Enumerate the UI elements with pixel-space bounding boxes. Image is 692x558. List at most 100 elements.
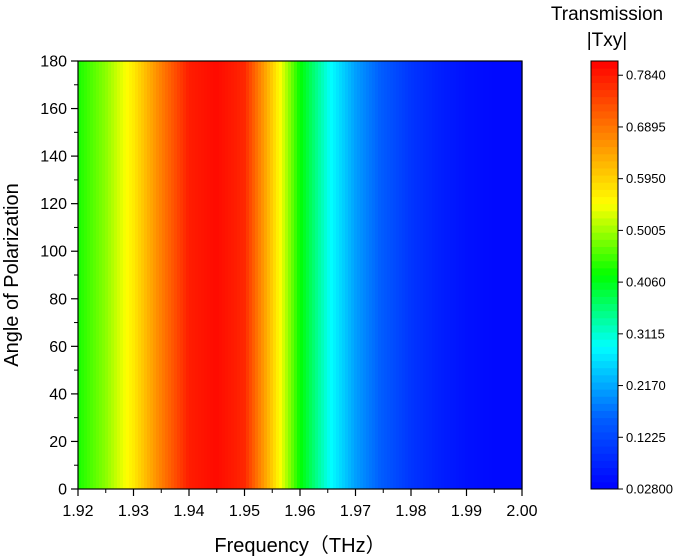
colorbar-band	[591, 203, 618, 212]
heatmap-cell	[453, 61, 457, 489]
heatmap-cell	[258, 61, 262, 489]
heatmap-cell	[396, 61, 400, 489]
heatmap-cell	[366, 61, 370, 489]
colorbar-subtitle: |Txy|	[587, 30, 627, 51]
x-tick-label: 1.95	[229, 503, 260, 520]
colorbar-tick-label: 0.1225	[626, 430, 666, 445]
heatmap-cell	[105, 61, 109, 489]
colorbar-band	[591, 417, 618, 426]
heatmap-cell	[264, 61, 268, 489]
y-tick-label: 80	[49, 291, 67, 308]
heatmap-cell	[204, 61, 208, 489]
heatmap-cell	[186, 61, 190, 489]
heatmap-cell	[87, 61, 91, 489]
colorbar-band	[591, 460, 618, 469]
colorbar-tick-label: 0.3115	[626, 326, 665, 341]
heatmap-cell	[189, 61, 193, 489]
y-tick-label: 60	[49, 339, 67, 356]
heatmap-cell	[507, 61, 511, 489]
heatmap-cell	[303, 61, 307, 489]
colorbar-band	[591, 346, 618, 354]
colorbar-band	[591, 282, 618, 290]
heatmap-cell	[306, 61, 310, 489]
heatmap-cell	[231, 61, 235, 489]
heatmap-cell	[393, 61, 397, 489]
heatmap-cell	[330, 61, 334, 489]
heatmap-cell	[423, 61, 427, 489]
heatmap-cell	[237, 61, 241, 489]
colorbar-band	[591, 446, 618, 454]
heatmap-cell	[198, 61, 202, 489]
heatmap-cell	[78, 61, 82, 489]
heatmap-cell	[300, 61, 304, 489]
colorbar	[591, 61, 618, 490]
colorbar-band	[591, 89, 618, 98]
colorbar-tick-label: 0.4060	[626, 275, 666, 290]
x-tick-label: 1.97	[340, 503, 371, 520]
heatmap-cell	[270, 61, 274, 489]
colorbar-band	[591, 68, 618, 76]
heatmap-cell	[468, 61, 472, 489]
heatmap-plot-area	[78, 61, 523, 489]
heatmap-cell	[129, 61, 133, 489]
colorbar-band	[591, 317, 618, 326]
heatmap-cell	[195, 61, 199, 489]
heatmap-cell	[441, 61, 445, 489]
colorbar-band	[591, 303, 618, 312]
x-tick-label: 1.93	[118, 503, 149, 520]
heatmap-cell	[249, 61, 253, 489]
heatmap-cell	[111, 61, 115, 489]
colorbar-band	[591, 182, 618, 190]
heatmap-cell	[342, 61, 346, 489]
heatmap-cell	[213, 61, 217, 489]
heatmap-cell	[288, 61, 292, 489]
x-tick-label: 1.98	[395, 503, 426, 520]
colorbar-band	[591, 367, 618, 376]
colorbar-band	[591, 61, 618, 69]
colorbar-band	[591, 118, 618, 126]
heatmap-cell	[378, 61, 382, 489]
heatmap-cell	[246, 61, 250, 489]
heatmap-cell	[297, 61, 301, 489]
colorbar-band	[591, 360, 618, 369]
colorbar-band	[591, 225, 618, 233]
heatmap-cell	[144, 61, 148, 489]
heatmap-cell	[318, 61, 322, 489]
heatmap-cell	[447, 61, 451, 489]
heatmap-cell	[360, 61, 364, 489]
colorbar-tick-label: 0.02800	[626, 482, 673, 497]
heatmap-cell	[465, 61, 469, 489]
heatmap-cell	[450, 61, 454, 489]
heatmap-cell	[153, 61, 157, 489]
y-tick-label: 0	[58, 482, 67, 499]
heatmap-cell	[471, 61, 475, 489]
heatmap-cell	[375, 61, 379, 489]
y-tick-label: 20	[49, 434, 67, 451]
heatmap-cell	[84, 61, 88, 489]
heatmap-cell	[456, 61, 460, 489]
heatmap-cell	[516, 61, 520, 489]
colorbar-band	[591, 196, 618, 205]
x-tick-label: 1.94	[173, 503, 204, 520]
heatmap-cell	[117, 61, 121, 489]
heatmap-cell	[252, 61, 256, 489]
heatmap-cell	[174, 61, 178, 489]
heatmap-cell	[294, 61, 298, 489]
heatmap-cell	[114, 61, 118, 489]
colorbar-band	[591, 239, 618, 247]
heatmap-cell	[348, 61, 352, 489]
heatmap-cell	[81, 61, 85, 489]
colorbar-band	[591, 132, 618, 140]
colorbar-band	[591, 296, 618, 305]
y-tick-label: 120	[40, 196, 67, 213]
heatmap-cell	[147, 61, 151, 489]
heatmap-cell	[387, 61, 391, 489]
heatmap-cell	[243, 61, 247, 489]
heatmap-cell	[135, 61, 139, 489]
heatmap-cell	[372, 61, 376, 489]
colorbar-band	[591, 332, 618, 340]
heatmap-cell	[291, 61, 295, 489]
heatmap-cell	[336, 61, 340, 489]
heatmap-cell	[183, 61, 187, 489]
colorbar-band	[591, 168, 618, 176]
